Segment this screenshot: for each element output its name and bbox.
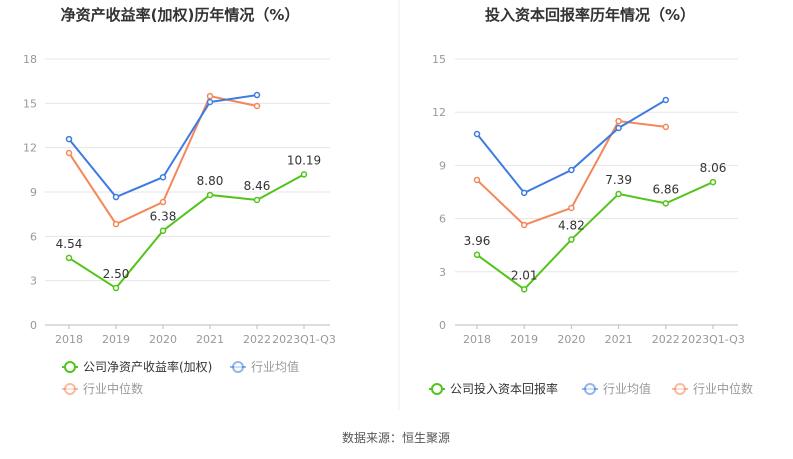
x-tick-label: 2021 — [605, 333, 633, 346]
data-point-average — [473, 130, 481, 138]
legend-item-median[interactable]: 行业中位数 — [672, 381, 753, 396]
data-point-company — [615, 190, 622, 198]
data-point-company — [206, 191, 214, 199]
data-point-average — [520, 189, 528, 197]
data-label: 2.50 — [103, 267, 130, 281]
legend-label: 公司净资产收益率(加权) — [83, 359, 212, 374]
legend-item-average[interactable]: 行业均值 — [230, 359, 299, 374]
data-point-median — [65, 149, 73, 157]
data-point-median — [615, 117, 622, 125]
legend-marker-icon — [64, 383, 76, 395]
x-tick-label: 2023Q1-Q3 — [681, 333, 745, 346]
data-point-median — [159, 198, 167, 206]
chart-title: 投入资本回报率历年情况（%） — [485, 6, 695, 24]
legend-label: 行业中位数 — [693, 381, 753, 396]
y-tick-label: 15 — [23, 97, 37, 110]
data-point-median — [568, 204, 575, 212]
data-point-company — [662, 200, 670, 207]
x-tick-label: 2020 — [557, 333, 585, 346]
data-point-company — [112, 284, 120, 292]
y-tick-label: 18 — [23, 53, 37, 66]
y-tick-label: 6 — [439, 213, 446, 226]
data-point-company — [159, 227, 167, 234]
legend-marker-icon — [674, 383, 686, 395]
data-point-average — [253, 91, 261, 99]
data-label: 2.01 — [511, 268, 538, 282]
data-point-company — [65, 254, 73, 262]
data-point-average — [615, 124, 622, 132]
legend-marker-icon — [64, 361, 76, 373]
data-point-median — [473, 176, 481, 184]
chart-1: 净资产收益率(加权)历年情况（%） 0 3 6 9 12 15 18 2018 2019 2020 2… — [23, 6, 336, 396]
legend-label: 行业均值 — [603, 381, 651, 396]
x-tick-label: 2019 — [102, 333, 130, 346]
legend-label: 公司投入资本回报率 — [450, 381, 558, 396]
y-tick-label: 3 — [439, 266, 446, 279]
data-point-median — [112, 220, 120, 228]
data-label: 4.82 — [558, 219, 585, 233]
data-label: 4.54 — [56, 237, 83, 251]
y-tick-label: 12 — [23, 142, 37, 155]
data-label: 6.86 — [652, 182, 679, 196]
y-tick-label: 6 — [30, 230, 37, 243]
data-label: 8.46 — [244, 179, 271, 193]
data-point-average — [206, 98, 214, 106]
data-point-average — [662, 96, 670, 104]
y-tick-label: 12 — [432, 106, 446, 119]
data-point-average — [112, 193, 120, 201]
x-tick-label: 2022 — [652, 333, 680, 346]
y-tick-label: 9 — [30, 186, 37, 199]
series-line-company — [68, 173, 305, 290]
data-point-average — [65, 135, 73, 143]
data-label: 7.39 — [605, 173, 632, 187]
data-label: 10.19 — [287, 153, 321, 167]
data-label: 8.80 — [197, 174, 224, 188]
data-point-company — [568, 236, 575, 243]
data-point-company — [520, 286, 528, 293]
y-tick-label: 15 — [432, 53, 446, 66]
data-point-average — [568, 166, 575, 174]
legend-item-median[interactable]: 行业中位数 — [62, 381, 143, 396]
x-tick-label: 2018 — [463, 333, 491, 346]
y-tick-label: 3 — [30, 275, 37, 288]
x-tick-label: 2020 — [149, 333, 177, 346]
data-point-company — [300, 171, 308, 178]
x-tick-label: 2021 — [196, 333, 224, 346]
chart-2: 投入资本回报率历年情况（%） 0 3 6 9 12 15 2018 2019 2020 2021 20… — [429, 6, 753, 396]
data-point-company — [253, 196, 261, 204]
data-point-median — [662, 123, 670, 131]
legend-item-company[interactable]: 公司投入资本回报率 — [429, 381, 558, 396]
legend-item-company[interactable]: 公司净资产收益率(加权) — [62, 359, 212, 374]
x-tick-label: 2018 — [55, 333, 83, 346]
y-tick-label: 0 — [30, 319, 37, 332]
data-label: 8.06 — [700, 161, 727, 175]
data-point-average — [159, 173, 167, 181]
x-tick-label: 2023Q1-Q3 — [272, 333, 336, 346]
legend-marker-icon — [232, 361, 244, 373]
x-tick-label: 2022 — [243, 333, 271, 346]
data-point-median — [520, 221, 528, 229]
y-tick-label: 0 — [439, 319, 446, 332]
chart-title: 净资产收益率(加权)历年情况（%） — [61, 6, 300, 24]
x-tick-label: 2019 — [510, 333, 538, 346]
legend-label: 行业均值 — [251, 359, 299, 374]
legend-item-average[interactable]: 行业均值 — [582, 381, 651, 396]
series-line-average — [68, 94, 258, 199]
series-line-average — [476, 99, 667, 195]
data-point-company — [709, 178, 717, 186]
source-note: 数据来源：恒生聚源 — [342, 430, 450, 445]
legend-marker-icon — [584, 383, 596, 395]
data-label: 6.38 — [150, 210, 177, 224]
data-point-company — [473, 251, 481, 259]
data-point-median — [253, 102, 261, 110]
y-tick-label: 9 — [439, 159, 446, 172]
data-label: 3.96 — [464, 234, 491, 248]
series-line-company — [476, 181, 714, 291]
legend-marker-icon — [431, 383, 443, 395]
legend-label: 行业中位数 — [83, 381, 143, 396]
data-point-median — [206, 92, 214, 100]
